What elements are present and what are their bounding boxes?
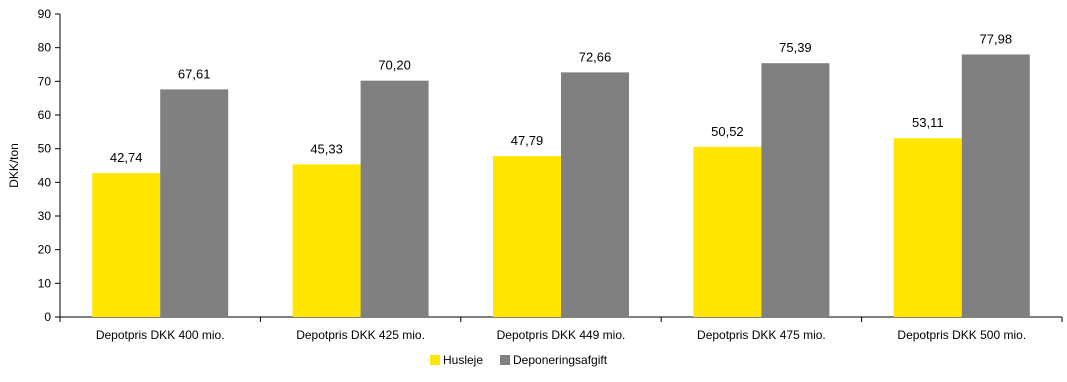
data-label: 77,98 bbox=[980, 31, 1013, 46]
legend-label: Deponeringsafgift bbox=[513, 353, 608, 367]
y-tick-label: 0 bbox=[44, 310, 51, 324]
bar-deponeringsafgift bbox=[561, 72, 629, 318]
data-label: 47,79 bbox=[511, 133, 544, 148]
bar-deponeringsafgift bbox=[761, 63, 830, 318]
y-tick-label: 60 bbox=[38, 108, 52, 122]
data-label: 75,39 bbox=[779, 40, 812, 55]
bar-deponeringsafgift bbox=[360, 80, 429, 317]
bar-deponeringsafgift bbox=[160, 89, 229, 317]
x-tick-label: Depotpris DKK 449 mio. bbox=[497, 328, 626, 342]
x-axis: Depotpris DKK 400 mio. Depotpris DKK 425 … bbox=[59, 316, 1063, 342]
y-tick-label: 10 bbox=[38, 276, 52, 290]
legend-swatch bbox=[430, 355, 440, 365]
bar-husleje bbox=[92, 173, 161, 317]
y-tick-label: 40 bbox=[38, 175, 52, 189]
y-axis: 0 10 20 30 40 50 60 70 80 90 bbox=[38, 7, 61, 324]
y-tick-label: 80 bbox=[38, 41, 52, 55]
y-tick-label: 70 bbox=[38, 74, 52, 88]
data-label: 70,20 bbox=[378, 58, 411, 73]
data-label: 42,74 bbox=[110, 150, 143, 165]
bar-deponeringsafgift bbox=[961, 54, 1030, 317]
y-tick-label: 90 bbox=[38, 7, 52, 21]
data-label: 53,11 bbox=[912, 115, 944, 130]
x-tick-label: Depotpris DKK 475 mio. bbox=[697, 328, 826, 342]
data-label: 45,33 bbox=[310, 141, 343, 156]
y-tick-label: 30 bbox=[38, 209, 52, 223]
bar-husleje bbox=[493, 156, 561, 317]
bar-husleje bbox=[893, 138, 962, 317]
data-labels: 42,74 67,61 45,33 70,20 47,79 72,66 50,52 75,39… bbox=[110, 31, 1012, 165]
x-tick-label: Depotpris DKK 400 mio. bbox=[96, 328, 225, 342]
bars bbox=[92, 54, 1030, 318]
bar-husleje bbox=[292, 164, 361, 317]
y-tick-label: 50 bbox=[38, 142, 52, 156]
x-tick-label: Depotpris DKK 500 mio. bbox=[897, 328, 1026, 342]
bar-husleje bbox=[693, 146, 762, 317]
x-tick-label: Depotpris DKK 425 mio. bbox=[296, 328, 425, 342]
y-tick-label: 20 bbox=[38, 243, 52, 257]
y-axis-title: DKK/ton bbox=[7, 143, 21, 188]
data-label: 67,61 bbox=[178, 66, 211, 81]
legend-label: Husleje bbox=[443, 353, 483, 367]
legend: Husleje Deponeringsafgift bbox=[430, 353, 608, 367]
legend-swatch bbox=[500, 355, 510, 365]
data-label: 50,52 bbox=[711, 124, 744, 139]
data-label: 72,66 bbox=[579, 49, 612, 64]
